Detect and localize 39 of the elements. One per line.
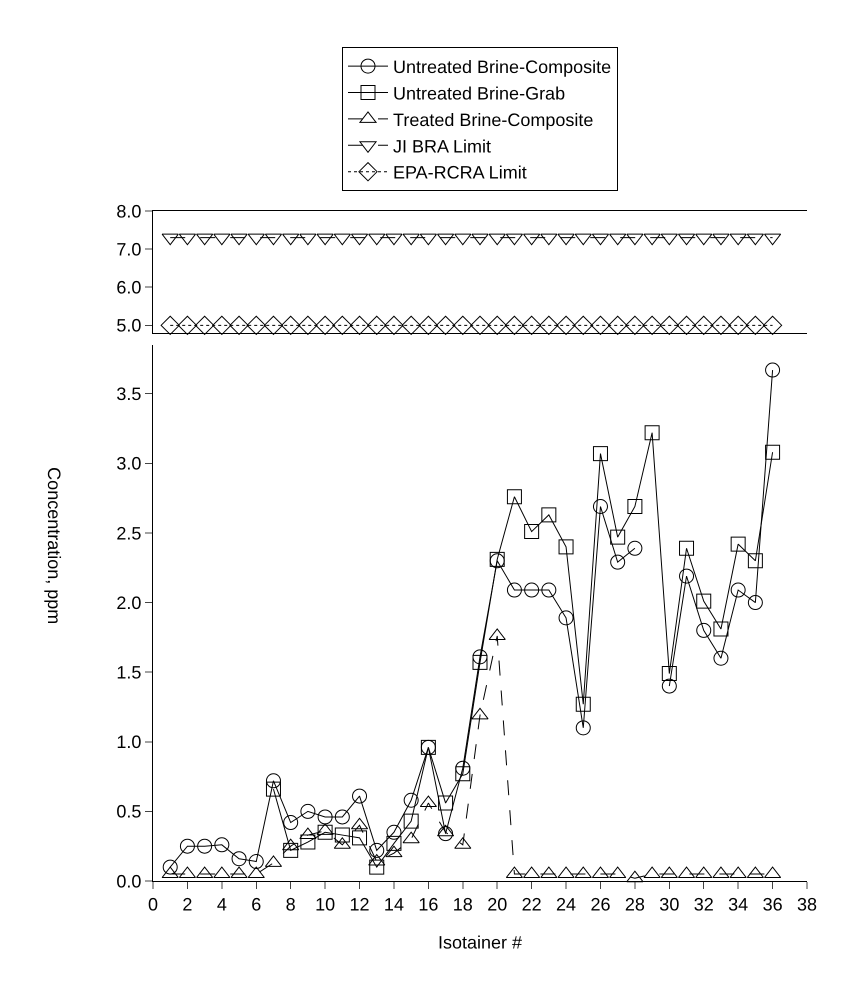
x-tick-label: 0 — [148, 894, 158, 915]
legend-label: Untreated Brine-Composite — [393, 57, 612, 78]
y-axis-title: Concentration, ppm — [44, 467, 64, 624]
y-tick-label: 2.5 — [116, 523, 142, 544]
x-tick-label: 8 — [286, 894, 296, 915]
y-tick-label: 3.5 — [116, 384, 142, 404]
legend-label: EPA-RCRA Limit — [393, 162, 527, 183]
y-tick-label: 7.0 — [116, 239, 142, 260]
x-tick-label: 28 — [624, 894, 645, 915]
x-tick-label: 26 — [590, 894, 610, 915]
x-tick-label: 34 — [728, 894, 748, 915]
x-tick-label: 2 — [182, 894, 192, 915]
x-tick-label: 12 — [350, 894, 370, 915]
x-axis-title: Isotainer # — [438, 932, 522, 953]
y-tick-label: 6.0 — [116, 278, 142, 298]
x-tick-label: 22 — [522, 894, 542, 915]
x-tick-label: 36 — [762, 894, 783, 915]
y-tick-label: 1.5 — [116, 662, 142, 682]
x-tick-label: 6 — [251, 894, 262, 915]
legend-label: Treated Brine-Composite — [393, 110, 594, 130]
y-tick-label: 2.0 — [116, 592, 142, 613]
legend-label: JI BRA Limit — [393, 136, 492, 156]
x-tick-label: 30 — [659, 894, 680, 915]
legend-label: Untreated Brine-Grab — [393, 84, 566, 104]
x-tick-label: 24 — [556, 894, 576, 915]
x-tick-label: 4 — [216, 894, 227, 915]
x-tick-label: 16 — [418, 894, 438, 915]
y-tick-label: 8.0 — [116, 201, 142, 222]
y-tick-label: 0.0 — [116, 871, 142, 892]
y-tick-label: 0.5 — [116, 802, 142, 822]
y-tick-label: 3.0 — [116, 454, 142, 474]
x-tick-label: 32 — [694, 894, 714, 915]
x-tick-label: 18 — [452, 894, 473, 915]
x-tick-label: 20 — [487, 894, 508, 915]
x-tick-label: 38 — [796, 894, 818, 915]
y-tick-label: 1.0 — [116, 732, 142, 752]
x-tick-label: 14 — [384, 894, 404, 915]
y-tick-label: 5.0 — [116, 316, 142, 336]
x-tick-label: 10 — [315, 894, 336, 915]
